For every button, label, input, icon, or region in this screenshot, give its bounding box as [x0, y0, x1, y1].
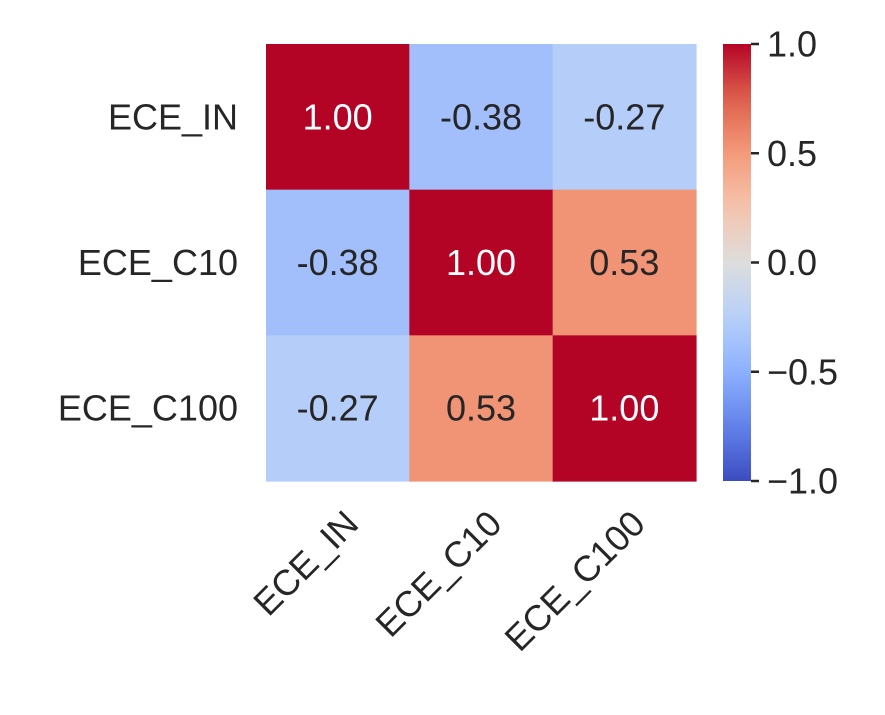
cell-value-label: -0.38	[440, 96, 522, 137]
x-tick-label: ECE_IN	[245, 503, 366, 624]
colorbar-tick-label: −1.0	[767, 461, 838, 502]
x-tick-label: ECE_C10	[367, 503, 509, 645]
colorbar: 1.0 0.5 0.0 −0.5 −1.0	[723, 24, 838, 502]
cell-value-label: 1.00	[589, 388, 659, 429]
colorbar-gradient	[723, 44, 751, 481]
x-tick-label: ECE_C100	[496, 503, 652, 659]
cell-value-label: -0.38	[297, 242, 379, 283]
y-tick-labels: ECE_IN ECE_C10 ECE_C100	[58, 96, 238, 428]
colorbar-tick-label: 0.5	[767, 133, 817, 174]
y-tick-label: ECE_C10	[78, 242, 238, 283]
heatmap-cell	[552, 335, 697, 482]
cell-value-label: 0.53	[446, 388, 516, 429]
heatmap-cell	[409, 335, 554, 482]
heatmap-cell	[552, 189, 697, 336]
colorbar-tick-label: 1.0	[767, 24, 817, 65]
heatmap-cell	[552, 44, 697, 191]
heatmap-cell	[266, 335, 410, 482]
heatmap-cell	[266, 44, 410, 191]
colorbar-tick-label: 0.0	[767, 242, 817, 283]
heatmap-cell	[409, 44, 554, 191]
y-tick-label: ECE_C100	[58, 388, 238, 429]
colorbar-tick-label: −0.5	[767, 351, 838, 392]
heatmap-cell	[409, 189, 554, 336]
cell-value-label: 1.00	[446, 242, 516, 283]
heatmap-cells: 1.00 -0.38 -0.27 -0.38 1.00 0.53 -0.27 0.53 1.00	[266, 44, 697, 482]
cell-value-label: 0.53	[589, 242, 659, 283]
y-tick-label: ECE_IN	[108, 96, 238, 137]
heatmap-cell	[266, 189, 410, 336]
cell-value-label: -0.27	[583, 96, 665, 137]
cell-value-label: 1.00	[303, 96, 373, 137]
cell-value-label: -0.27	[297, 388, 379, 429]
